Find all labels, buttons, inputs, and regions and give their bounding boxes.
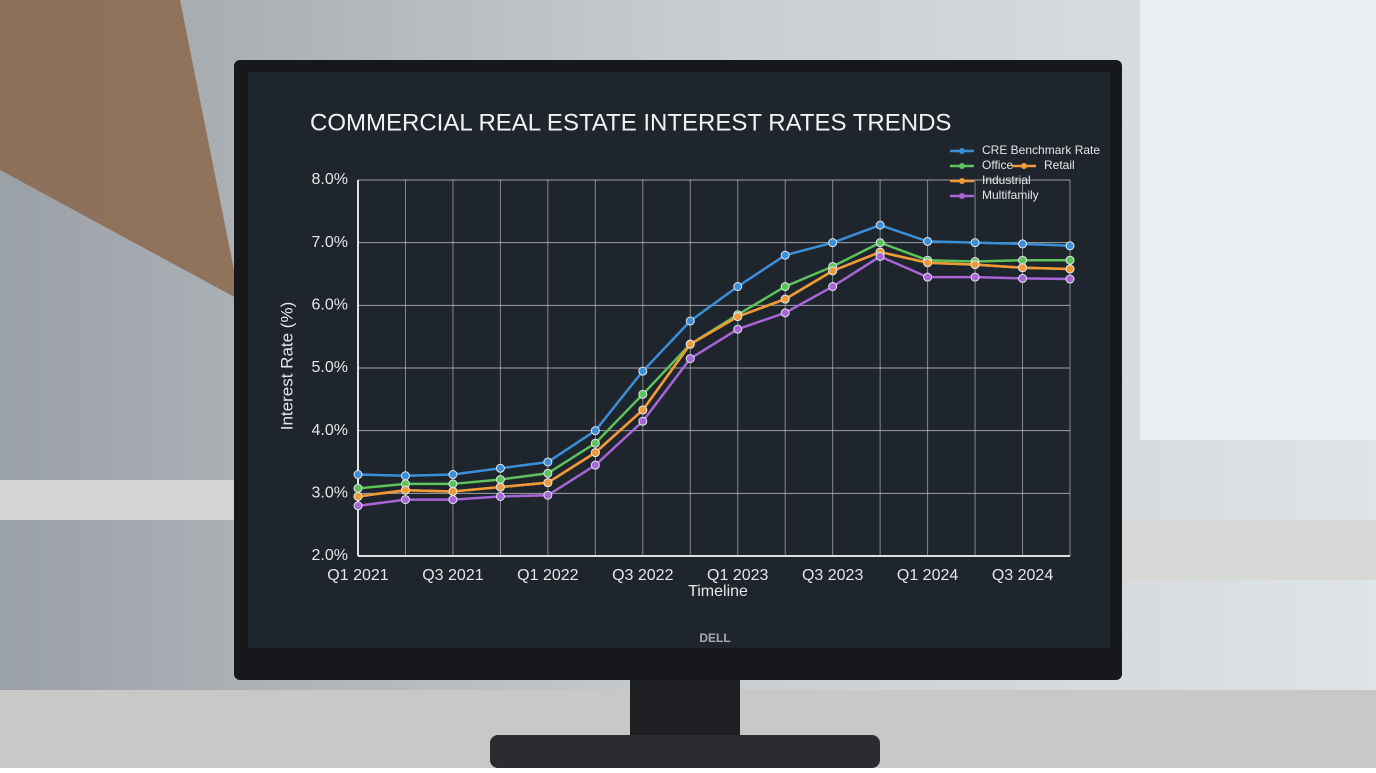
legend-label: Multifamily (982, 188, 1039, 202)
legend-marker (959, 178, 965, 184)
data-point (353, 470, 363, 480)
data-point (780, 282, 790, 292)
data-point (1065, 241, 1075, 251)
desk-left (0, 480, 240, 520)
data-point (543, 457, 553, 467)
y-tick-label: 5.0% (312, 359, 348, 376)
x-tick-label: Q1 2023 (707, 567, 768, 584)
x-axis-label: Timeline (688, 583, 748, 600)
x-tick-label: Q1 2024 (897, 567, 958, 584)
data-point (638, 366, 648, 376)
data-point (685, 339, 695, 349)
legend-label: Office (982, 158, 1013, 172)
x-tick-label: Q3 2024 (992, 567, 1053, 584)
data-point (400, 495, 410, 505)
legend-label: CRE Benchmark Rate (982, 143, 1100, 157)
data-point (1018, 263, 1028, 273)
data-point (733, 282, 743, 292)
legend-marker (959, 163, 965, 169)
data-point (828, 266, 838, 276)
data-point (590, 426, 600, 436)
data-point (780, 250, 790, 260)
desk-right (1120, 520, 1376, 580)
y-tick-label: 4.0% (312, 422, 348, 439)
data-point (923, 236, 933, 246)
data-point (1065, 274, 1075, 284)
data-point (685, 316, 695, 326)
data-point (1065, 255, 1075, 265)
data-point (780, 294, 790, 304)
y-axis-label: Interest Rate (%) (277, 302, 296, 431)
data-point (495, 463, 505, 473)
data-point (923, 272, 933, 282)
data-point (638, 389, 648, 399)
data-point (638, 405, 648, 415)
data-point (733, 324, 743, 334)
series-line (357, 223, 1071, 478)
data-point (685, 354, 695, 364)
data-point (448, 495, 458, 505)
window (1140, 0, 1376, 440)
data-point (353, 501, 363, 511)
data-point (733, 312, 743, 322)
legend-label: Industrial (982, 173, 1031, 187)
data-point (828, 238, 838, 248)
data-point (495, 491, 505, 501)
data-point (543, 490, 553, 500)
data-point (448, 479, 458, 489)
data-point (1065, 264, 1075, 274)
data-point (543, 468, 553, 478)
series-line (357, 250, 1071, 498)
legend-marker (959, 148, 965, 154)
y-tick-label: 2.0% (312, 547, 348, 564)
data-point (923, 258, 933, 268)
data-point (1018, 255, 1028, 265)
x-tick-label: Q3 2021 (422, 567, 483, 584)
data-point (448, 486, 458, 496)
data-point (495, 475, 505, 485)
y-tick-label: 3.0% (312, 485, 348, 502)
data-point (970, 238, 980, 248)
data-point (1018, 239, 1028, 249)
data-point (828, 282, 838, 292)
data-point (400, 471, 410, 481)
data-point (875, 251, 885, 261)
series-line (357, 255, 1071, 508)
y-tick-label: 6.0% (312, 297, 348, 314)
data-point (590, 448, 600, 458)
data-point (353, 483, 363, 493)
data-point (400, 485, 410, 495)
data-point (970, 272, 980, 282)
x-tick-label: Q3 2023 (802, 567, 863, 584)
data-point (780, 308, 790, 318)
data-point (638, 416, 648, 426)
y-tick-label: 8.0% (312, 171, 348, 188)
legend-label: Retail (1044, 158, 1075, 172)
x-tick-label: Q1 2021 (327, 567, 388, 584)
data-point (875, 220, 885, 230)
legend-marker (1021, 163, 1027, 169)
legend-marker (959, 193, 965, 199)
monitor-base (490, 735, 880, 768)
data-point (495, 482, 505, 492)
data-point (448, 470, 458, 480)
data-point (543, 478, 553, 488)
staircase (0, 0, 240, 300)
data-point (590, 438, 600, 448)
data-point (353, 491, 363, 501)
y-tick-label: 7.0% (312, 234, 348, 251)
x-tick-label: Q1 2022 (517, 567, 578, 584)
data-point (590, 460, 600, 470)
data-point (970, 260, 980, 270)
chart-title: COMMERCIAL REAL ESTATE INTEREST RATES TR… (310, 109, 951, 136)
data-point (1018, 273, 1028, 283)
brand-logo: DELL (699, 631, 730, 645)
data-point (875, 238, 885, 248)
x-tick-label: Q3 2022 (612, 567, 673, 584)
